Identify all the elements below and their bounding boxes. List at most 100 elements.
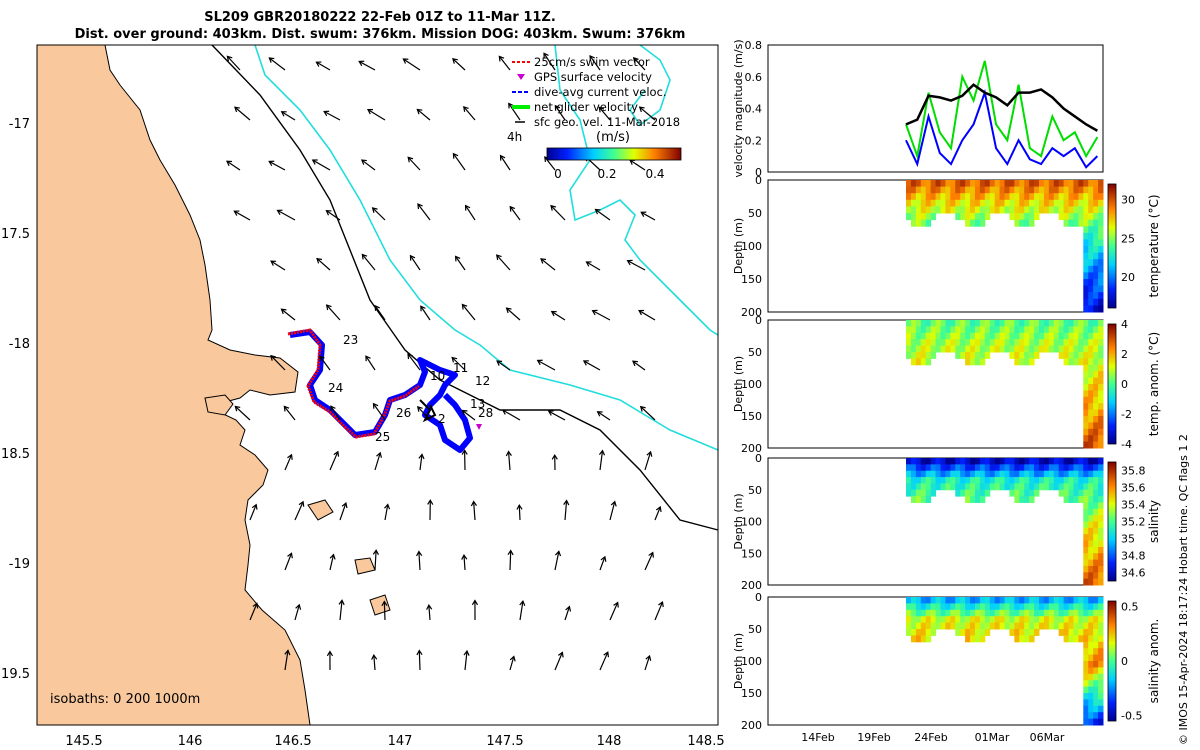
heatmap-cell [1098,352,1104,359]
heatmap-cell [1098,641,1104,649]
depth-ytick: 0 [755,174,762,187]
heatmap-cell [1083,477,1089,484]
heatmap-cell [906,483,912,491]
lat-tick: 17.5 [1,227,30,242]
heatmap-cell [974,616,981,624]
velocity-arrow-head [316,257,323,264]
velocity-arrow [384,504,389,521]
heatmap-cell [1058,199,1065,207]
heatmap-cell [950,326,956,334]
colorbar-tick: 2 [1121,348,1128,361]
heatmap-cell [935,609,941,617]
velocity-arrow [417,203,431,221]
heatmap-cell [970,180,976,188]
heatmap-cell [979,464,986,472]
velocity-arrow [416,108,431,121]
velocity-arrow [640,211,656,221]
date-xtick: 01Mar [975,731,1010,744]
velocity-arrow [367,109,386,121]
heatmap-cell [1004,206,1010,214]
heatmap-cell [1073,213,1079,221]
velocity-arrow [339,502,347,521]
heatmap-cell [940,470,946,478]
heatmap-cell [1088,661,1094,668]
heatmap-cell [920,326,927,334]
heatmap-cell [1063,609,1070,617]
velocity-arrow-head [315,61,322,67]
heatmap-cell [960,180,966,188]
heatmap-cell [999,483,1005,491]
heatmap-cell [950,622,956,630]
heatmap-cell [940,477,946,484]
heatmap-cell [1019,345,1025,353]
heatmap-cell [950,339,956,347]
heatmap-cell [1098,540,1104,548]
heatmap-cell [1078,219,1084,227]
isobath-1000-loop [629,44,671,127]
heatmap-cell [1083,641,1089,649]
velocity-arrow [589,55,601,71]
heatmap-cell [970,352,976,359]
heatmap-cell [1058,339,1065,347]
velocity-arrow [654,506,661,521]
heatmap-cell [935,483,941,491]
heatmap-cell [1098,578,1104,586]
heatmap-cell [915,332,922,340]
heatmap-cell [1093,534,1099,542]
heatmap-cell [999,339,1005,347]
velocity-arrow-head [589,54,595,61]
heatmap-cell [906,339,912,347]
velocity-arrow [554,652,563,671]
colorbar-tick: 35 [1121,533,1135,546]
heatmap-cell [979,470,986,478]
heatmap-cell [1048,603,1055,611]
map-land [36,44,311,726]
heatmap-cell [925,320,932,327]
heatmap-cell [1043,326,1050,334]
velocity-arrow-head [323,110,330,117]
velocity-arrow-head [452,58,458,64]
heatmap-cell [965,622,971,630]
heatmap-cell [1083,219,1089,227]
heatmap-cell [1014,464,1020,472]
heatmap-cell [1019,186,1025,194]
heatmap-cell [915,477,922,484]
heatmap-cell [945,345,951,353]
heatmap-cell [984,483,991,491]
heatmap-cell [1068,464,1074,472]
heatmap-cell [915,199,922,207]
velocity-arrow [372,207,386,221]
heatmap-cell [1098,371,1104,379]
heatmap-cell [910,206,917,214]
heatmap-cell [1053,206,1060,214]
velocity-arrow-head [464,204,471,211]
heatmap-cell [1038,470,1045,478]
heatmap-cell [970,186,976,194]
heatmap-cell [910,616,917,624]
heatmap-cell [1088,458,1094,465]
heatmap-cell [935,193,941,201]
heatmap-cell [1098,272,1104,280]
heatmap-cell [970,616,976,624]
velocity-arrow [609,602,619,621]
heatmap-cell [1088,546,1094,554]
heatmap-cell [1083,458,1089,465]
heatmap-cell [1098,470,1104,478]
depth-ytick: 100 [741,378,762,391]
heatmap-cell [920,489,927,497]
heatmap-cell [965,458,971,465]
heatmap-cell [1073,470,1079,478]
heatmap-cell [1088,352,1094,359]
heatmap-cell [1078,206,1084,214]
heatmap-cell [989,345,996,353]
heatmap-cell [1093,477,1099,484]
heatmap-cell [1048,320,1055,327]
heatmap-cell [915,320,922,327]
heatmap-cell [1029,635,1035,643]
heatmap-cell [930,483,937,491]
heatmap-cell [1093,718,1099,726]
heatmap-cell [1098,483,1104,491]
heatmap-cell [1038,603,1045,611]
heatmap-cell [1088,565,1094,573]
heatmap-cell [1024,635,1030,643]
